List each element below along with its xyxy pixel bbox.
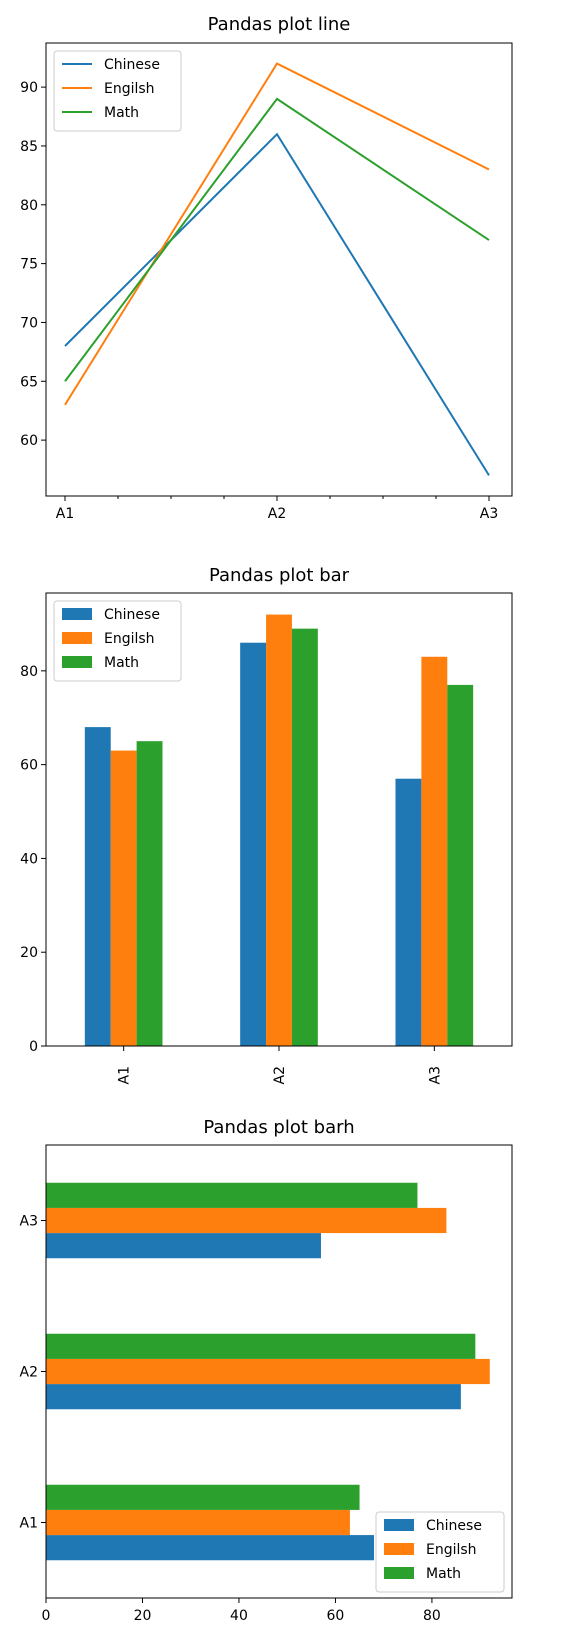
line-ytick-label: 60 xyxy=(20,433,38,449)
line-xtick-label: A3 xyxy=(480,506,498,522)
barh-engilsh-a3 xyxy=(46,1207,447,1234)
barh-legend-label: Chinese xyxy=(426,1518,482,1534)
line-ytick-label: 80 xyxy=(20,198,38,214)
bar-legend-label: Chinese xyxy=(104,607,160,623)
barh-chinese-a2 xyxy=(46,1384,461,1410)
line-series-engilsh xyxy=(64,62,490,406)
line-legend: Chinese Engilsh Math xyxy=(53,50,182,132)
barh-xtick-label: 60 xyxy=(327,1608,345,1624)
bar-ytick-label: 20 xyxy=(20,945,38,961)
barh-legend-label: Engilsh xyxy=(426,1542,477,1558)
barh-legend-swatch xyxy=(384,1543,414,1555)
bar-chinese-a1 xyxy=(84,727,111,1046)
line-ytick-label: 75 xyxy=(20,257,38,273)
barh-chart-title: Pandas plot barh xyxy=(203,1117,354,1138)
line-legend-label: Math xyxy=(104,105,139,121)
barh-ytick-label: A2 xyxy=(20,1365,38,1381)
barh-legend-label: Math xyxy=(426,1566,461,1582)
bar-math-a2 xyxy=(291,628,318,1046)
barh-math-a1 xyxy=(46,1484,360,1510)
barh-chart-frame xyxy=(45,1144,513,1599)
bar-engilsh-a1 xyxy=(110,750,137,1046)
barh-legend-swatch xyxy=(384,1519,414,1531)
barh-math-a2 xyxy=(46,1333,476,1359)
barh-legend: Chinese Engilsh Math xyxy=(375,1511,505,1593)
bar-chinese-a2 xyxy=(240,642,267,1046)
line-chart: Pandas plot line 60 65 70 75 80 85 90 A1 A2 A3 Chin… xyxy=(20,14,513,522)
line-legend-label: Engilsh xyxy=(104,81,155,97)
barh-ytick-label: A1 xyxy=(20,1516,38,1532)
bar-engilsh-a2 xyxy=(266,614,292,1046)
line-ytick-label: 65 xyxy=(20,374,38,390)
bar-xtick-label: A2 xyxy=(272,1066,288,1084)
bar-xtick-label: A3 xyxy=(427,1066,443,1084)
barh-engilsh-a2 xyxy=(46,1358,490,1385)
bar-math-a1 xyxy=(136,741,163,1046)
bar-ytick-label: 0 xyxy=(29,1039,38,1055)
bar-xtick-label: A1 xyxy=(117,1066,133,1084)
bar-chart: Pandas plot bar A1 A2 A3 0 20 40 60 80 Chinese Eng… xyxy=(20,565,513,1084)
barh-chinese-a1 xyxy=(46,1535,375,1561)
barh-engilsh-a1 xyxy=(46,1509,350,1536)
line-ytick-label: 70 xyxy=(20,315,38,331)
barh-ytick-label: A3 xyxy=(20,1214,38,1230)
line-ytick-label: 85 xyxy=(20,139,38,155)
barh-xtick-label: 80 xyxy=(423,1608,441,1624)
line-series-chinese xyxy=(64,132,490,476)
bar-legend-swatch xyxy=(62,632,92,644)
bar-legend-label: Engilsh xyxy=(104,631,155,647)
barh-xtick-label: 0 xyxy=(42,1608,51,1624)
bar-legend: Chinese Engilsh Math xyxy=(53,600,182,682)
barh-xtick-label: 40 xyxy=(230,1608,248,1624)
bar-ytick-label: 80 xyxy=(20,664,38,680)
line-xtick-label: A2 xyxy=(268,506,286,522)
line-ytick-label: 90 xyxy=(20,80,38,96)
line-legend-label: Chinese xyxy=(104,57,160,73)
line-series-math xyxy=(64,97,490,382)
bar-chart-title: Pandas plot bar xyxy=(209,565,350,586)
barh-legend-swatch xyxy=(384,1567,414,1579)
bar-legend-label: Math xyxy=(104,655,139,671)
line-chart-title: Pandas plot line xyxy=(208,14,351,35)
bar-chart-frame xyxy=(45,592,513,1047)
line-chart-frame xyxy=(45,42,513,497)
bar-legend-swatch xyxy=(62,608,92,620)
barh-math-a3 xyxy=(46,1182,418,1208)
bar-ytick-label: 60 xyxy=(20,758,38,774)
bar-ytick-label: 40 xyxy=(20,851,38,867)
line-xtick-label: A1 xyxy=(56,506,74,522)
barh-chinese-a3 xyxy=(46,1233,321,1259)
barh-xtick-label: 20 xyxy=(134,1608,152,1624)
bar-math-a3 xyxy=(447,684,474,1046)
bar-engilsh-a3 xyxy=(421,656,448,1046)
barh-chart: Pandas plot barh A1 A2 A3 0 20 40 60 80 Chinese En… xyxy=(20,1117,513,1624)
bar-chinese-a3 xyxy=(395,778,422,1046)
bar-legend-swatch xyxy=(62,656,92,668)
